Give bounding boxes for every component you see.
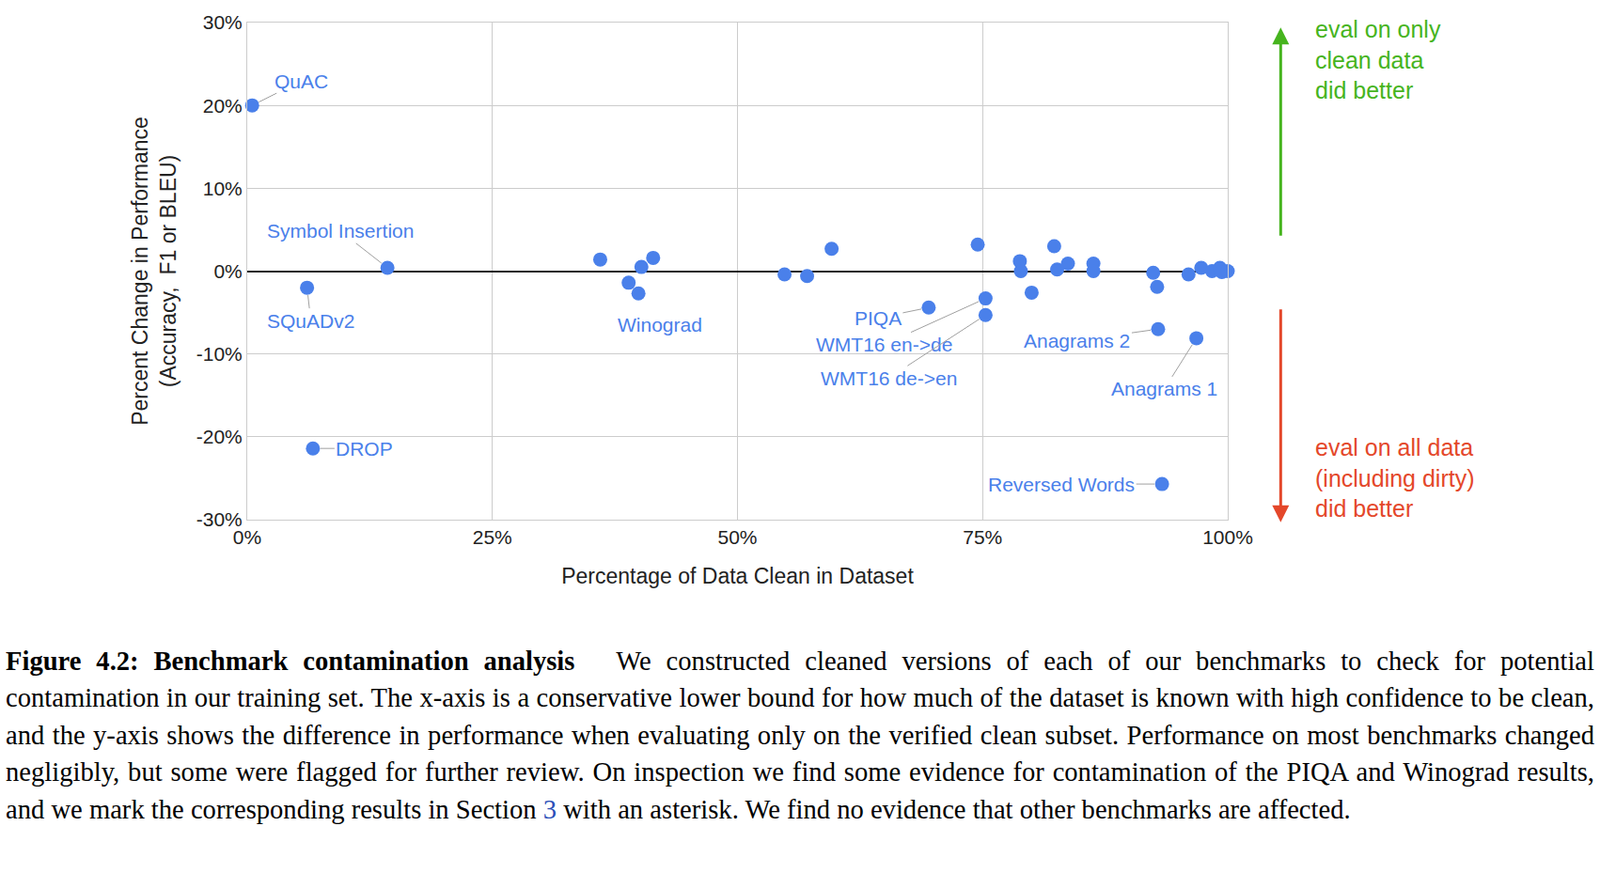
svg-text:QuAC: QuAC: [274, 70, 329, 93]
svg-text:DROP: DROP: [335, 438, 393, 460]
svg-text:WMT16 en->de: WMT16 en->de: [815, 333, 953, 356]
svg-text:20%: 20%: [203, 94, 243, 117]
svg-text:25%: 25%: [472, 526, 513, 549]
svg-text:100%: 100%: [1202, 526, 1254, 549]
svg-text:Symbol Insertion: Symbol Insertion: [266, 219, 414, 242]
svg-text:eval on onlyclean datadid bett: eval on onlyclean datadid better: [1315, 15, 1442, 104]
svg-text:WMT16 de->en: WMT16 de->en: [820, 367, 957, 390]
svg-text:Winograd: Winograd: [617, 313, 703, 336]
svg-text:0%: 0%: [213, 260, 242, 283]
svg-text:Anagrams 2: Anagrams 2: [1023, 329, 1130, 352]
svg-text:Anagrams 1: Anagrams 1: [1111, 377, 1218, 400]
html-text:Figure 4.2: Benchmark contamin: Figure 4.2: Benchmark contamination anal…: [5, 646, 1595, 825]
svg-text:0%: 0%: [233, 526, 262, 549]
svg-text:SQuADv2: SQuADv2: [266, 310, 355, 332]
svg-text:-10%: -10%: [196, 343, 243, 365]
svg-text:eval on all data(including dir: eval on all data(including dirty)did bet…: [1315, 434, 1475, 522]
svg-text:Percentage of Data Clean in Da: Percentage of Data Clean in Dataset: [561, 564, 914, 589]
svg-text:Percent Change in Performance(: Percent Change in Performance(Accuracy, …: [127, 116, 181, 426]
svg-text:50%: 50%: [717, 526, 757, 549]
svg-text:-20%: -20%: [196, 425, 243, 448]
svg-text:PIQA: PIQA: [854, 307, 902, 330]
svg-text:-30%: -30%: [196, 508, 243, 531]
svg-text:10%: 10%: [203, 177, 243, 200]
svg-text:30%: 30%: [203, 11, 243, 33]
svg-text:75%: 75%: [962, 526, 1003, 549]
svg-text:Reversed Words: Reversed Words: [988, 473, 1135, 496]
